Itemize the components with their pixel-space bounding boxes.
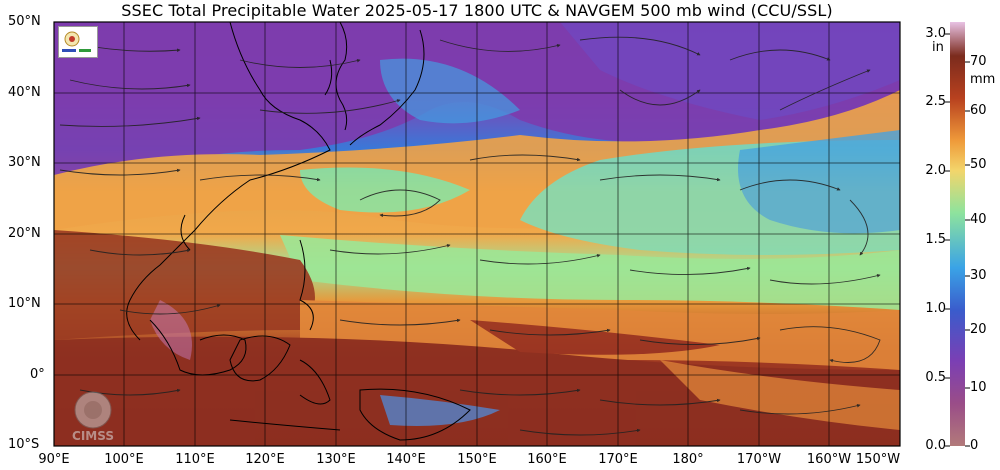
tpw-regions (54, 22, 900, 446)
lon-label: 180° (672, 452, 704, 467)
lon-label: 100°E (104, 452, 144, 467)
colorbar-mm-tick: 50 (970, 157, 987, 172)
map-frame (53, 21, 901, 447)
lat-label: 50°N (8, 14, 41, 29)
lon-label: 110°E (175, 452, 215, 467)
lon-label: 150°E (457, 452, 497, 467)
lon-label: 130°E (316, 452, 356, 467)
coastlines (126, 21, 471, 441)
lat-label: 0° (30, 367, 45, 382)
lat-label: 10°N (8, 296, 41, 311)
colorbar-inch-tick: 1.5 (925, 232, 946, 247)
colorbar-inch-tick: 0.0 (925, 438, 946, 453)
lon-label: 90°E (38, 452, 70, 467)
colorbar-mm-tick: 10 (970, 380, 987, 395)
wind-streamlines (59, 36, 881, 436)
colorbar-mm-tick: 60 (970, 103, 987, 118)
lon-label: 150°W (855, 452, 901, 467)
colorbar-fill (950, 22, 965, 446)
lon-label: 160°W (806, 452, 852, 467)
colorbar-inch-tick: 0.5 (925, 370, 946, 385)
colorbar-mm-tick: 0 (970, 438, 979, 453)
colorbar-ticks (945, 33, 970, 447)
colorbar-mm-tick: 70 (970, 54, 987, 69)
colorbar-mm-unit: mm (970, 72, 996, 87)
ssec-logo-icon (58, 26, 98, 58)
lon-label: 170°W (736, 452, 782, 467)
lat-label: 40°N (8, 85, 41, 100)
cimss-logo-icon: CIMSS (60, 386, 126, 446)
lat-label: 30°N (8, 155, 41, 170)
colorbar-mm-tick: 40 (970, 212, 987, 227)
graticule (54, 22, 900, 446)
colorbar-inch-tick: 1.0 (925, 301, 946, 316)
map-title: SSEC Total Precipitable Water 2025-05-17… (121, 1, 833, 20)
colorbar-mm-tick: 20 (970, 322, 987, 337)
colorbar-inch-unit: in (932, 40, 944, 55)
lat-label: 10°S (8, 437, 40, 452)
colorbar-inch-tick: 2.5 (925, 94, 946, 109)
lon-label: 160°E (527, 452, 567, 467)
lon-label: 170°E (598, 452, 638, 467)
lat-label: 20°N (8, 226, 41, 241)
cimss-logo-text: CIMSS (72, 429, 114, 443)
colorbar-mm-tick: 30 (970, 268, 987, 283)
colorbar-inch-tick: 2.0 (925, 163, 946, 178)
lon-label: 120°E (245, 452, 285, 467)
colorbar-inch-tick: 3.0 (925, 26, 946, 41)
lon-label: 140°E (386, 452, 426, 467)
